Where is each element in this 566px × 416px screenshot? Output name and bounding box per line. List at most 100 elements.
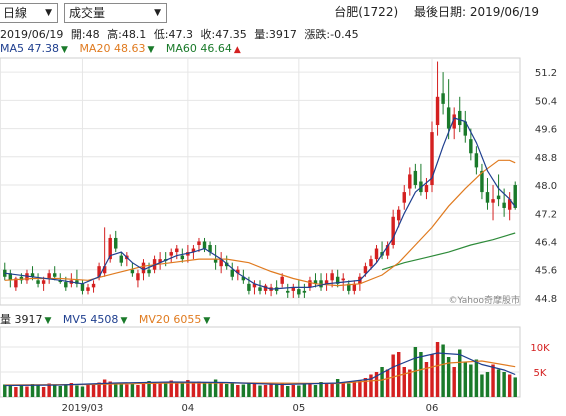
volume-bar [108,381,112,397]
volume-bar [319,382,323,397]
volume-bar [102,379,107,397]
candle-body [391,216,395,246]
volume-bar [186,380,190,397]
volume-bar [485,372,490,397]
arrow-down-icon: ▼ [147,45,155,55]
volume-bar [313,385,318,397]
last-date: 最後日期: 2019/06/19 [413,5,539,19]
date-tick-label: 05 [292,403,305,414]
candle-body [369,259,373,267]
volume-bar [274,384,279,397]
candle-body [147,269,151,274]
ma20-line [4,159,516,287]
legend-ma20-label: MA20 48.63 [79,42,146,55]
volume-bar [202,382,207,397]
candle-body [258,287,262,291]
volume-bar [424,362,429,397]
volume-average-lines [4,352,516,387]
volume-bars [3,342,517,397]
volume-bar [269,384,273,397]
candle-body [469,139,473,154]
stock-name: 台肥(1722) [334,5,399,19]
volume-bar [175,381,179,397]
volume-bar [52,385,57,397]
volume-bar [380,367,384,397]
ma-legend: MA5 47.38 ▼ MA20 48.63 ▼ MA60 46.64 ▲ [0,42,249,55]
legend-mv5-label: MV5 4508 [62,313,119,326]
candle-body [402,192,406,203]
volume-bar [291,385,296,397]
volume-bar [36,385,40,397]
candle-body [446,107,451,129]
candle-body [347,283,351,291]
arrow-down-icon: ▼ [120,316,128,326]
volume-bar [219,382,223,397]
volume-bar [435,342,440,397]
volume-bar [80,386,85,397]
volume-bar [297,385,301,397]
price-tick-label: 46.4 [535,237,557,248]
volume-bar [385,369,390,397]
candle-body [291,287,296,291]
volume-bar [324,383,329,397]
price-tick-label: 48.0 [535,181,557,192]
watermark: ©Yahoo奇摩股市 [449,294,521,306]
price-tick-label: 49.6 [535,125,557,136]
candle-body [297,289,301,295]
date-tick-label: 04 [182,403,195,414]
volume-bar [258,385,262,397]
price-tick-label: 47.2 [535,209,557,220]
candle-body [352,283,357,291]
candle-body [302,290,307,293]
candle-body [441,93,445,104]
candle-body [191,248,196,253]
volume-bar [413,347,418,397]
volume-bar [252,383,257,397]
ohlc-date: 2019/06/19 [0,28,64,41]
candle-body [219,259,223,267]
moving-average-lines [4,117,516,290]
candle-body [247,283,251,291]
candle-body [30,273,35,277]
volume-bar [208,383,212,397]
legend-ma20: MA20 48.63 ▼ [79,42,157,55]
legend-ma60: MA60 46.64 ▲ [166,42,241,55]
volume-bar [513,377,517,397]
ohlc-open: 開:48 [70,28,100,41]
volume-bar [241,384,246,397]
candle-body [102,266,107,274]
volume-bar [130,384,135,397]
legend-volume-label: 量 3917 [0,313,43,326]
indicator-select[interactable]: 成交量 ▼ [64,3,167,23]
volume-bar [136,385,140,397]
volume-bar [141,383,146,397]
period-select[interactable]: 日線 ▼ [0,3,58,23]
candle-body [130,269,135,274]
volume-bar [147,381,151,397]
candle-body [14,278,18,288]
candle-body [213,259,218,263]
candlesticks [3,61,517,298]
date-tick-label: 2019/03 [62,403,104,414]
candle-body [97,266,101,277]
volume-bar [469,364,473,397]
volume-bar [191,382,196,397]
candle-body [91,283,96,288]
volume-bar [335,379,340,397]
candle-body [408,174,412,189]
candle-body [385,245,390,256]
period-select-value: 日線 [3,6,28,20]
candle-body [324,280,329,284]
date-axis-labels: 2019/03 04 05 06 [62,403,439,414]
price-tick-label: 51.2 [535,68,557,79]
candle-body [8,273,13,281]
candle-body [114,237,118,249]
candle-body [458,110,462,126]
volume-bar [119,383,124,397]
volume-bar [47,383,51,397]
candle-body [430,132,434,186]
legend-ma60-label: MA60 46.64 [165,42,232,55]
ohlc-change: 漲跌:-0.45 [304,28,359,41]
candle-body [396,209,401,221]
